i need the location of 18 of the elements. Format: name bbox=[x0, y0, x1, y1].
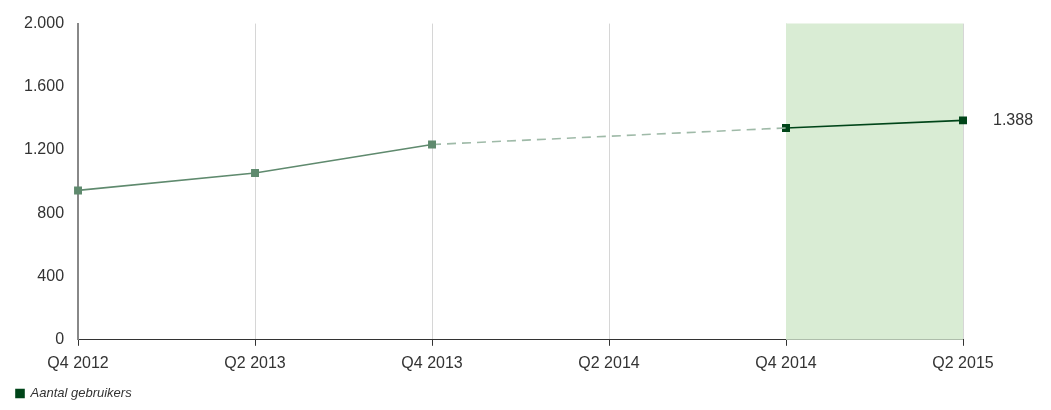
y-tick-label: 800 bbox=[37, 203, 65, 221]
x-tick-label: Q2 2014 bbox=[578, 353, 640, 371]
y-tick-label: 0 bbox=[55, 330, 65, 348]
data-label: 1.388 bbox=[993, 110, 1034, 128]
point bbox=[74, 186, 83, 195]
y-tick-label: 2.000 bbox=[23, 14, 65, 32]
x-tick-label: Q4 2013 bbox=[401, 353, 463, 371]
y-tick-label: 400 bbox=[37, 266, 65, 284]
y-tick-label: 1.600 bbox=[23, 77, 65, 95]
x-tick-label: Q2 2015 bbox=[932, 353, 994, 371]
point bbox=[959, 116, 967, 125]
y-tick-label: 1.200 bbox=[23, 140, 65, 158]
point bbox=[251, 169, 260, 177]
point bbox=[428, 140, 437, 149]
x-tick-label: Q4 2012 bbox=[47, 353, 109, 371]
x-tick-label: Q4 2014 bbox=[755, 353, 817, 371]
legend-label: Aantal gebruikers bbox=[29, 385, 133, 401]
x-tick-label: Q2 2013 bbox=[224, 353, 286, 371]
